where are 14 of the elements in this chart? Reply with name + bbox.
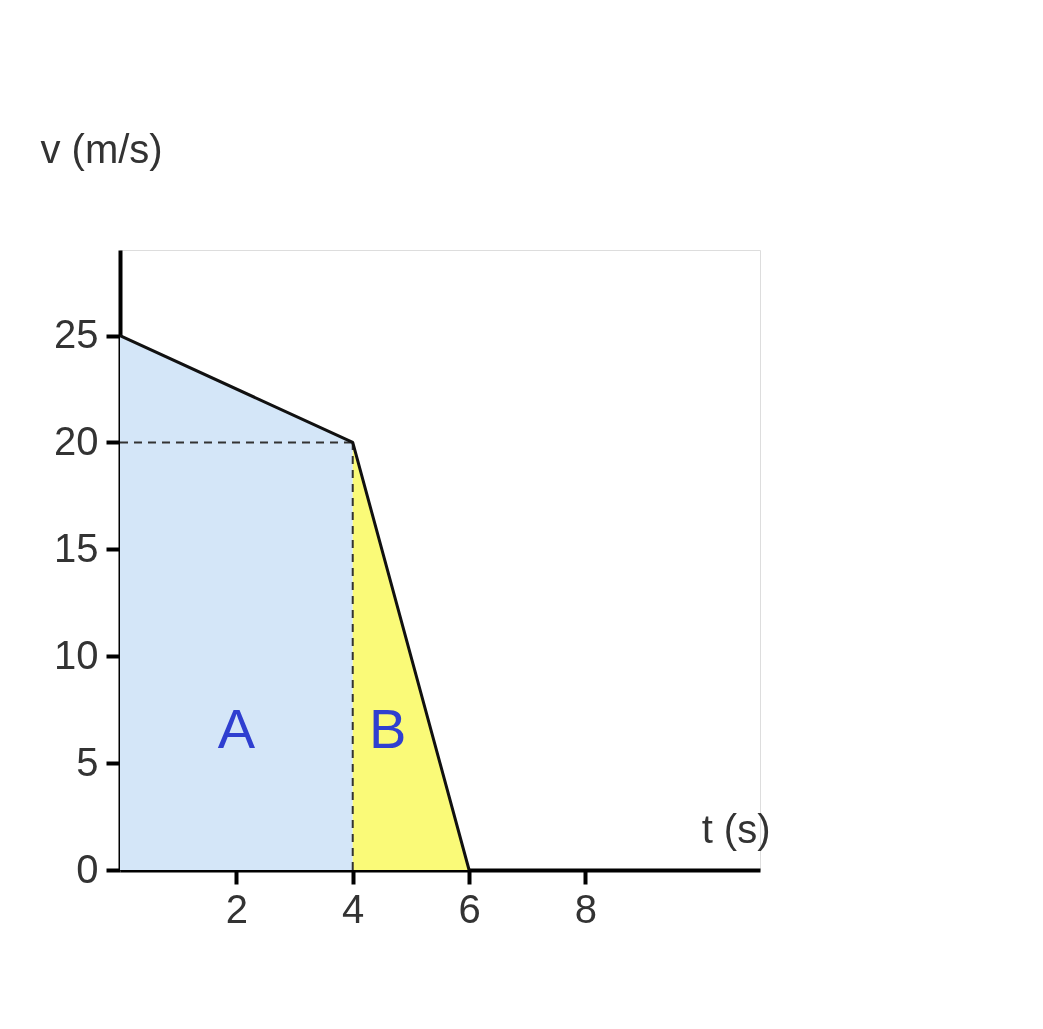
x-axis-title: t (s) <box>701 806 771 851</box>
x-tick-label: 2 <box>225 886 248 931</box>
y-tick-label: 20 <box>54 418 99 463</box>
x-tick-label: 4 <box>342 886 365 931</box>
y-tick-label: 15 <box>54 525 99 570</box>
annotation: B <box>368 697 407 760</box>
y-tick-label: 5 <box>76 739 99 784</box>
y-tick-label: 25 <box>54 312 99 357</box>
y-tick-label: 0 <box>76 846 99 891</box>
x-tick-label: 8 <box>574 886 598 931</box>
y-axis-title: v (m/s) <box>40 126 163 171</box>
annotation: A <box>217 697 256 760</box>
x-tick-label: 6 <box>458 886 481 931</box>
y-tick-label: 10 <box>54 632 99 677</box>
